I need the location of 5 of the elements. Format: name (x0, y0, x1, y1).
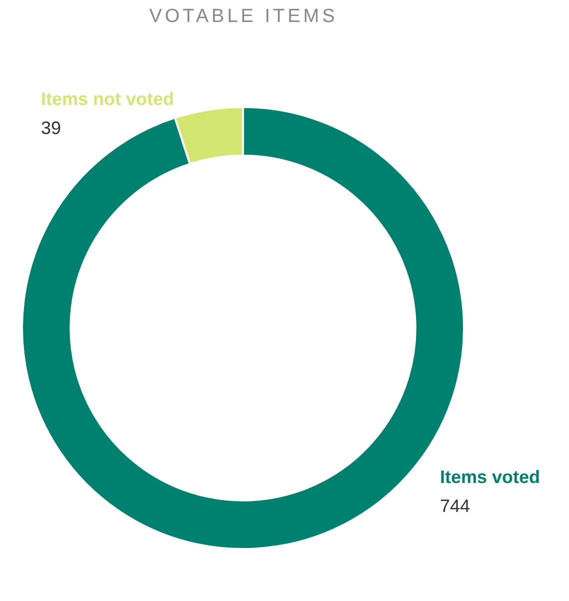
slice-label: Items not voted (40, 88, 174, 109)
data-label: 39 (40, 118, 62, 138)
chart-title: VOTABLE ITEMS (148, 6, 339, 28)
slice-label: Items voted (440, 466, 540, 487)
data-label: 744 (440, 496, 470, 516)
